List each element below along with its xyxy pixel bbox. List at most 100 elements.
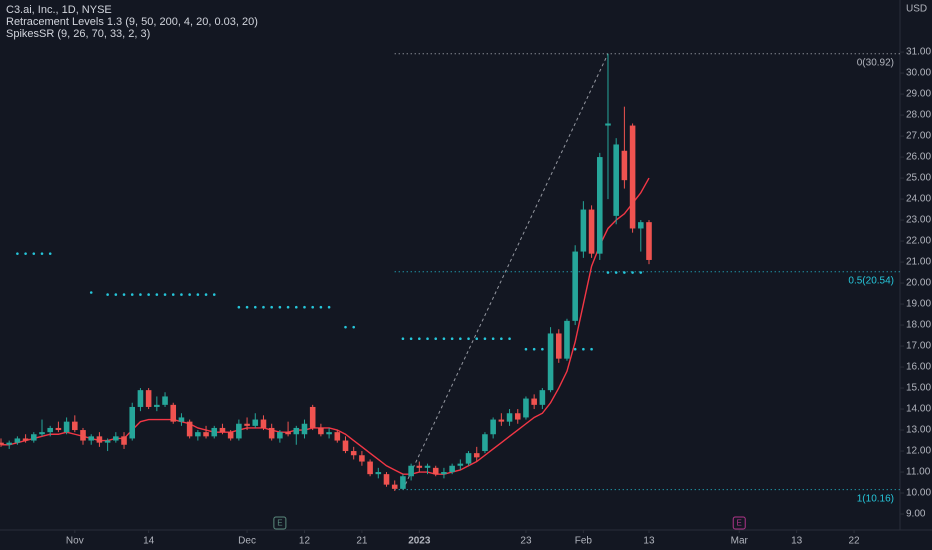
y-tick-label: 31.00 xyxy=(906,47,931,58)
candle-body xyxy=(588,209,595,254)
candle-body xyxy=(621,150,628,181)
candle-body xyxy=(506,413,513,422)
x-tick-label: Feb xyxy=(575,536,593,547)
candle-body xyxy=(236,423,242,439)
x-tick-label: 14 xyxy=(143,536,155,547)
candle-body xyxy=(605,123,611,126)
y-tick-label: 23.00 xyxy=(906,215,931,226)
candle-body xyxy=(121,436,127,445)
candle-body xyxy=(277,432,283,439)
y-tick-label: 22.00 xyxy=(906,236,931,247)
y-tick-label: 29.00 xyxy=(906,89,931,100)
y-tick-label: 30.00 xyxy=(906,68,931,79)
candle-body xyxy=(547,333,554,391)
y-tick-label: 13.00 xyxy=(906,425,931,436)
candle-body xyxy=(219,427,226,433)
candle-body xyxy=(638,222,644,229)
candle-body xyxy=(457,463,464,466)
x-tick-label: 21 xyxy=(356,536,368,547)
candle-body xyxy=(285,432,291,435)
indicator-line xyxy=(0,177,650,475)
event-marker xyxy=(732,516,746,530)
candle-body xyxy=(572,251,578,321)
candle-body xyxy=(6,442,12,445)
candle-body xyxy=(391,484,398,489)
x-tick-label: 22 xyxy=(849,536,861,547)
y-tick-label: 18.00 xyxy=(906,320,931,331)
candle-body xyxy=(260,419,267,428)
candle-body xyxy=(211,427,218,437)
candle-body xyxy=(145,390,152,407)
candle-body xyxy=(490,419,496,435)
candle-body xyxy=(113,436,119,441)
candle-body xyxy=(416,465,423,468)
retracement-label: 0.5(20.54) xyxy=(848,275,894,286)
candle-body xyxy=(350,451,357,456)
candle-body xyxy=(514,413,521,420)
candle-body xyxy=(96,436,103,443)
y-tick-label: 9.00 xyxy=(906,509,926,520)
y-tick-label: 19.00 xyxy=(906,299,931,310)
event-marker xyxy=(273,516,287,530)
candle-body xyxy=(383,474,390,485)
candle-body xyxy=(424,465,431,468)
candle-body xyxy=(367,461,373,475)
candle-body xyxy=(465,453,472,464)
candle-body xyxy=(400,476,406,489)
candle-body xyxy=(14,438,21,443)
y-tick-label: 20.00 xyxy=(906,278,931,289)
candle-body xyxy=(596,157,603,254)
x-tick-label: 13 xyxy=(791,536,803,547)
indicator-label: Retracement Levels 1.3 (9, 50, 200, 4, 2… xyxy=(6,16,258,28)
candle-body xyxy=(498,419,505,422)
candle-body xyxy=(129,406,136,439)
x-tick-label: 2023 xyxy=(408,536,431,547)
candle-body xyxy=(203,432,209,437)
candle-body xyxy=(531,398,537,405)
candle-body xyxy=(449,465,455,473)
x-tick-label: 23 xyxy=(520,536,532,547)
y-tick-label: 27.00 xyxy=(906,131,931,142)
candle-body xyxy=(63,421,70,433)
candle-body xyxy=(555,333,562,359)
event-label: E xyxy=(277,519,282,528)
y-tick-label: 25.00 xyxy=(906,173,931,184)
candle-body xyxy=(293,427,300,435)
candle-body xyxy=(178,417,185,422)
retracement-label: 1(10.16) xyxy=(857,493,894,504)
candle-body xyxy=(22,438,29,441)
candle-body xyxy=(137,390,144,407)
candle-body xyxy=(342,440,349,452)
candle-body xyxy=(170,404,177,422)
candle-body xyxy=(318,427,324,435)
candle-body xyxy=(580,209,587,252)
candle-body xyxy=(375,472,382,475)
candle-body xyxy=(154,404,160,407)
x-tick-label: 13 xyxy=(643,536,655,547)
candle-body xyxy=(629,125,636,229)
indicator-label: SpikesSR (9, 26, 70, 33, 2, 3) xyxy=(6,28,150,40)
x-tick-label: 12 xyxy=(299,536,311,547)
candle-body xyxy=(88,436,95,441)
candle-body xyxy=(47,427,53,433)
candle-body xyxy=(613,144,619,216)
y-tick-label: 24.00 xyxy=(906,194,931,205)
candle-body xyxy=(482,434,488,452)
candle-body xyxy=(195,432,201,437)
candle-body xyxy=(334,432,341,441)
candle-body xyxy=(186,421,193,437)
candle-body xyxy=(359,455,365,462)
y-tick-label: 26.00 xyxy=(906,152,931,163)
candle-body xyxy=(523,398,529,418)
y-tick-label: 14.00 xyxy=(906,404,931,415)
candle-body xyxy=(80,430,86,441)
candle-body xyxy=(646,222,652,260)
candle-body xyxy=(432,467,439,475)
y-tick-label: 12.00 xyxy=(906,446,931,457)
chart-title: C3.ai, Inc., 1D, NYSE xyxy=(6,4,112,16)
candle-body xyxy=(0,442,4,445)
y-tick-label: 17.00 xyxy=(906,341,931,352)
candle-body xyxy=(227,432,234,439)
event-label: E xyxy=(737,519,742,528)
y-tick-label: 11.00 xyxy=(906,467,931,478)
